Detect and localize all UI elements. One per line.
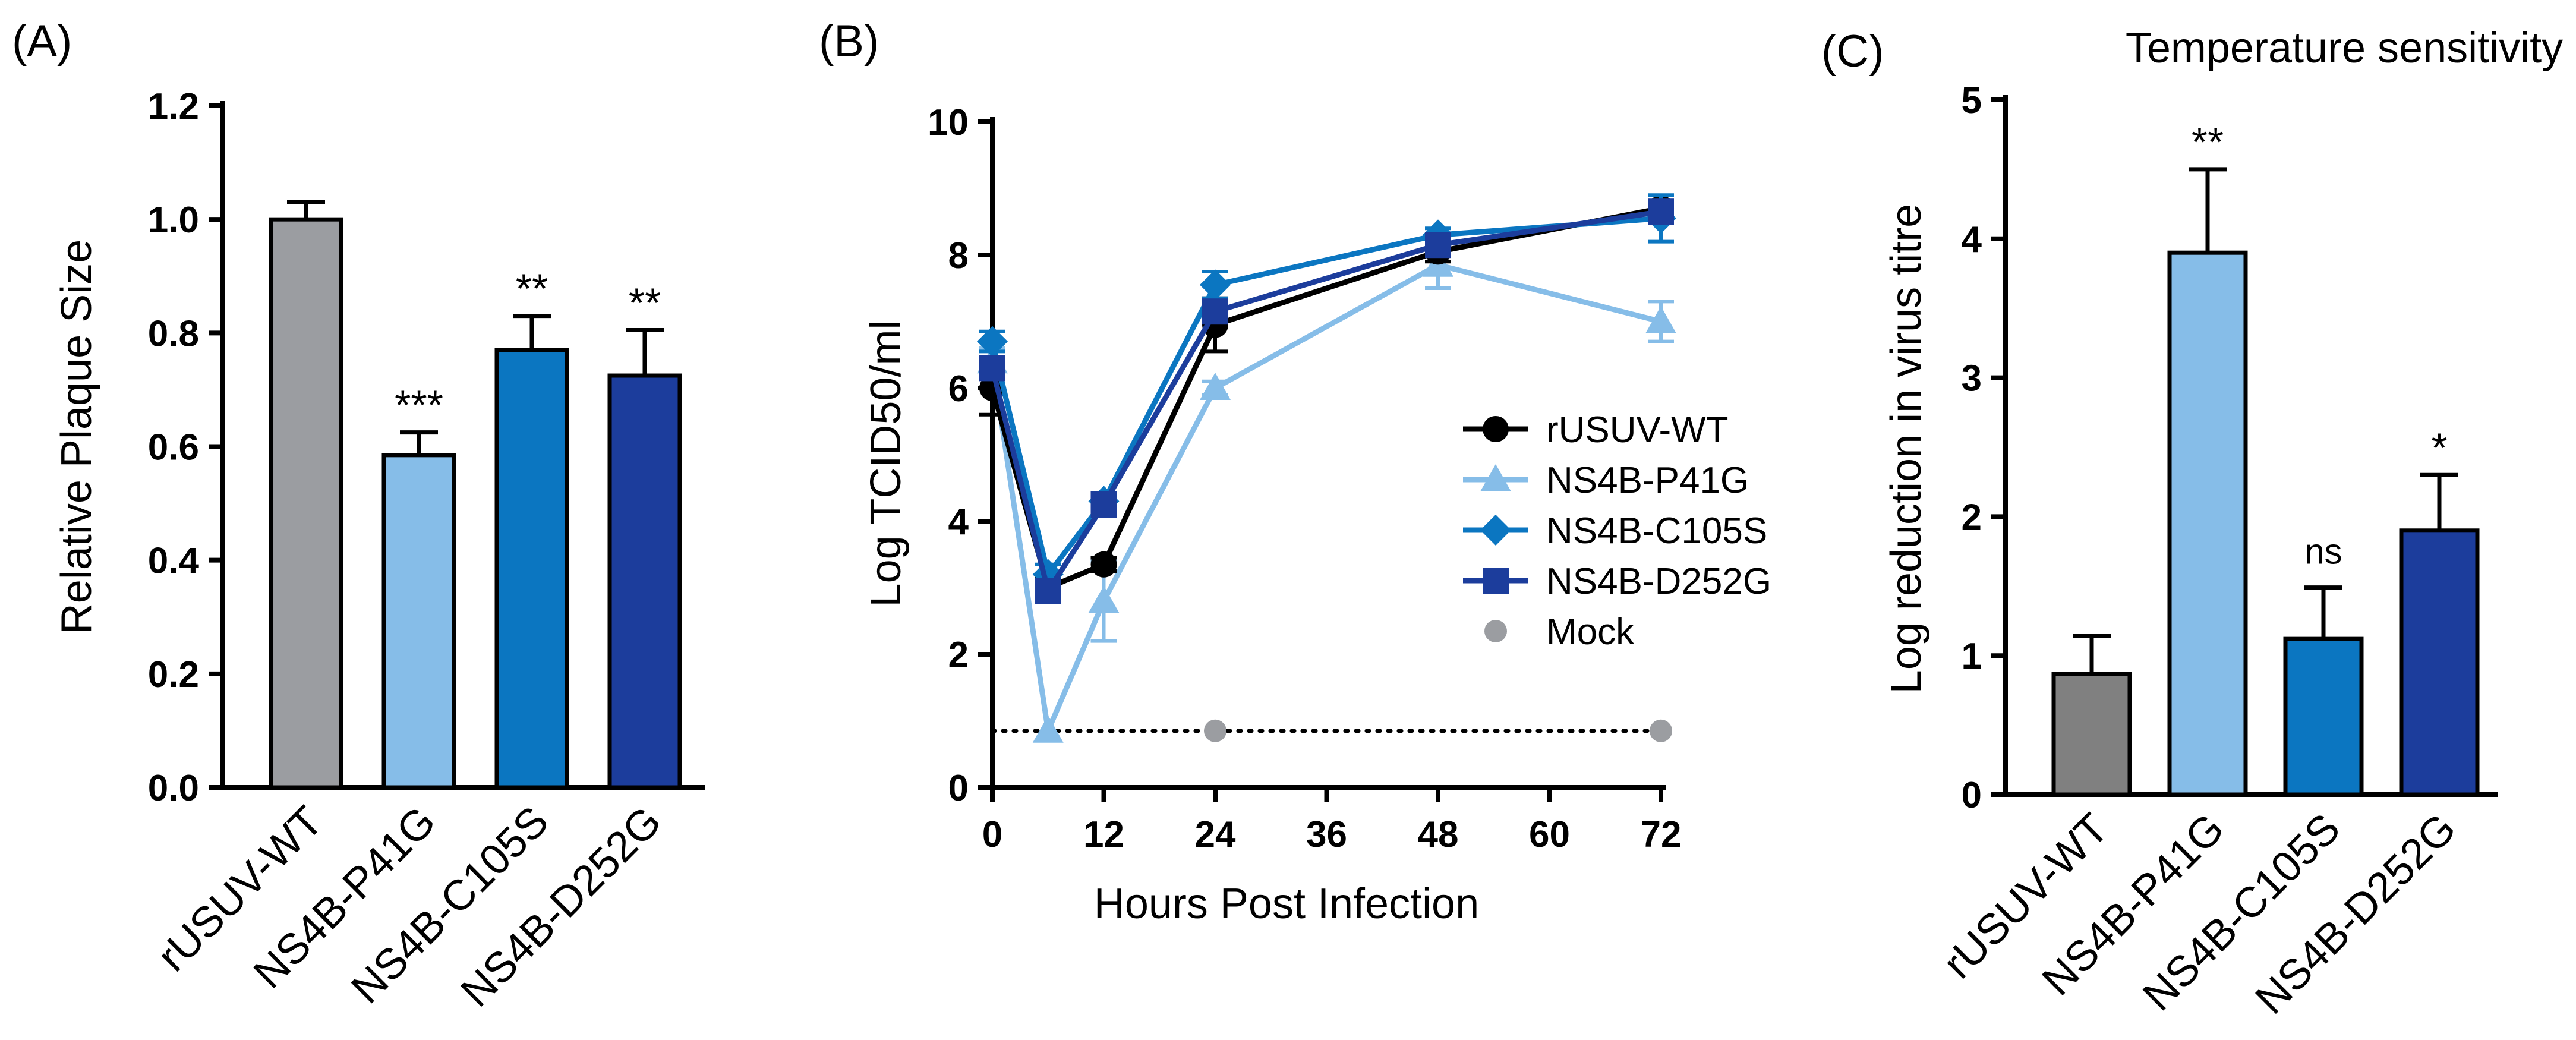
legend-marker xyxy=(1483,416,1509,442)
panel-b-data-point xyxy=(1090,491,1117,518)
panel-c-y-tick-label: 5 xyxy=(1962,80,1982,121)
panel-a-bar-2 xyxy=(381,453,456,790)
legend-label: NS4B-P41G xyxy=(1546,460,1749,501)
panel-a-label: (A) xyxy=(12,16,72,67)
panel-a-ylabel: Relative Plaque Size xyxy=(53,239,100,634)
panel-b-y-tick-label: 0 xyxy=(948,768,969,809)
panel-c-bar-2 xyxy=(2167,250,2248,797)
legend-label: Mock xyxy=(1546,612,1635,653)
panel-c-significance: * xyxy=(2431,424,2447,471)
panel-b-data-point xyxy=(1202,298,1228,325)
panel-a: (A) Relative Plaque Size 0.0 0.2 0.4 0.6 0.8… xyxy=(12,16,705,1016)
panel-b-data-point xyxy=(1425,232,1451,259)
legend-marker xyxy=(1484,620,1507,642)
panel-c-bar-3 xyxy=(2283,636,2364,797)
panel-b-x-tick-label: 36 xyxy=(1306,814,1347,855)
panel-b-series-line xyxy=(989,209,1661,594)
panel-a-significance: *** xyxy=(395,382,443,428)
panel-c-significance: ns xyxy=(2304,532,2342,572)
panel-c-y-tick-label: 2 xyxy=(1962,497,1982,538)
legend-label: NS4B-C105S xyxy=(1546,510,1767,551)
panel-b-x-tick-label: 48 xyxy=(1418,814,1459,855)
panel-a-category-label: NS4B-D252G xyxy=(452,798,670,1016)
panel-b-mock-point xyxy=(1204,719,1226,742)
panel-c-y-tick-label: 1 xyxy=(1962,636,1982,677)
panel-a-bar-1 xyxy=(269,217,343,790)
panel-b-x-tick-label: 0 xyxy=(982,814,1002,855)
panel-a-bar-3 xyxy=(494,348,569,790)
panel-b-label: (B) xyxy=(819,16,879,67)
panel-c-bar-1 xyxy=(2051,672,2132,797)
panel-b-series-4 xyxy=(979,198,1674,604)
panel-b-data-point xyxy=(977,326,1008,357)
panel-b-data-point xyxy=(1090,551,1117,578)
legend-marker xyxy=(1480,464,1511,491)
panel-a-y-tick-label: 0.2 xyxy=(148,654,199,695)
panel-c-ylabel: Log reduction in virus titre xyxy=(1883,204,1930,694)
panel-b-y-tick-label: 6 xyxy=(948,368,969,409)
panel-c-category-label: NS4B-C105S xyxy=(2134,805,2349,1020)
panel-b-data-point xyxy=(1088,585,1120,613)
panel-a-significance: ** xyxy=(629,280,661,326)
panel-b-ylabel: Log TCID50/ml xyxy=(862,320,910,607)
panel-b-series-line xyxy=(989,262,1662,734)
panel-b-data-point xyxy=(1200,269,1231,301)
panel-b-series-line xyxy=(989,215,1661,578)
panel-b-xlabel: Hours Post Infection xyxy=(1094,880,1479,928)
panel-c: (C) Temperature sensitivity Log reductio… xyxy=(1821,24,2563,1023)
panel-b-y-tick-label: 8 xyxy=(948,235,969,276)
panel-b-series-2 xyxy=(977,239,1676,743)
panel-c-category-label: NS4B-D252G xyxy=(2246,805,2465,1023)
panel-b-data-point xyxy=(1645,306,1676,333)
panel-c-title: Temperature sensitivity xyxy=(2126,24,2563,72)
panel-c-label: (C) xyxy=(1821,26,1884,77)
panel-c-y-tick-label: 4 xyxy=(1962,219,1982,260)
panel-b: (B) Log TCID50/ml Hours Post Infection 0… xyxy=(819,16,1771,928)
panel-b-y-tick-label: 10 xyxy=(928,102,969,143)
panel-b-data-point xyxy=(1200,373,1231,400)
legend-label: NS4B-D252G xyxy=(1546,561,1771,602)
panel-b-x-tick-label: 60 xyxy=(1529,814,1570,855)
panel-b-x-tick-label: 24 xyxy=(1195,814,1236,855)
panel-a-y-tick-label: 0.0 xyxy=(148,768,199,809)
panel-b-x-tick-label: 12 xyxy=(1083,814,1124,855)
panel-b-data-point xyxy=(1032,715,1064,743)
panel-a-y-tick-label: 1.2 xyxy=(148,86,199,127)
panel-b-x-tick-label: 72 xyxy=(1641,814,1682,855)
panel-c-y-tick-label: 3 xyxy=(1962,358,1982,399)
panel-b-data-point xyxy=(1648,198,1674,225)
panel-a-y-tick-label: 1.0 xyxy=(148,200,199,241)
legend-marker xyxy=(1480,515,1511,546)
panel-b-legend: rUSUV-WT NS4B-P41G NS4B-C105S NS4B-D252G Moc… xyxy=(1463,409,1771,653)
panel-c-significance: ** xyxy=(2192,119,2224,165)
legend-label: rUSUV-WT xyxy=(1546,409,1729,450)
panel-a-y-tick-label: 0.8 xyxy=(148,313,199,354)
panel-b-y-tick-label: 2 xyxy=(948,635,969,676)
panel-a-category-label: NS4B-C105S xyxy=(342,798,557,1013)
panel-b-y-tick-label: 4 xyxy=(948,502,969,543)
panel-a-y-tick-label: 0.4 xyxy=(148,541,200,582)
panel-c-y-tick-label: 0 xyxy=(1962,775,1982,816)
panel-a-significance: ** xyxy=(516,266,548,312)
legend-marker xyxy=(1483,568,1509,594)
panel-a-bar-4 xyxy=(607,373,682,790)
panel-a-y-tick-label: 0.6 xyxy=(148,427,199,468)
panel-c-bar-4 xyxy=(2399,528,2480,797)
panel-b-data-point xyxy=(1035,578,1061,604)
panel-b-mock-point xyxy=(1650,719,1672,742)
panel-b-data-point xyxy=(979,355,1005,382)
